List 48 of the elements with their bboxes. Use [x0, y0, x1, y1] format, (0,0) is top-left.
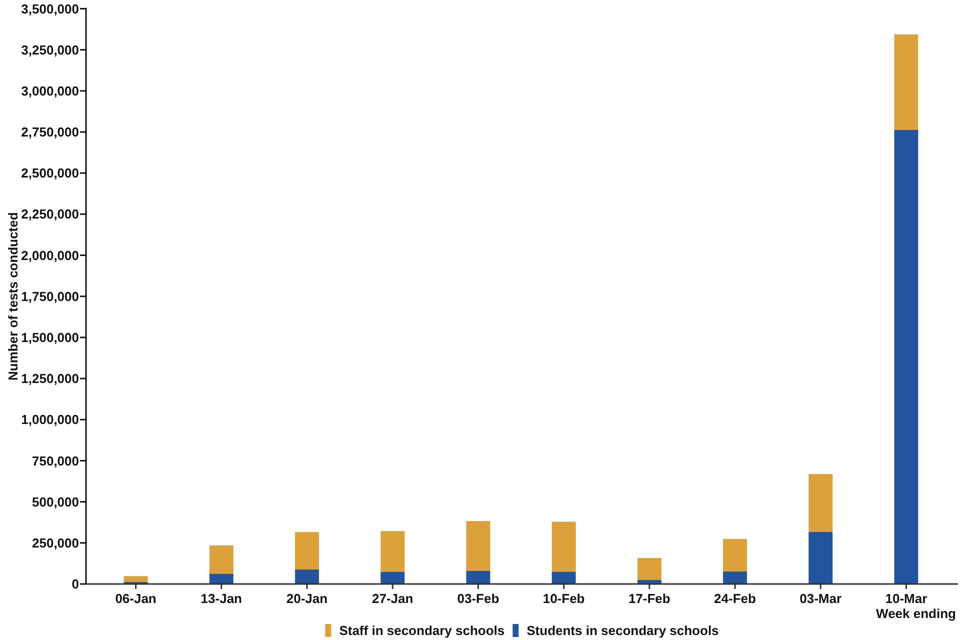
bar	[552, 572, 576, 584]
y-tick-label: 1,000,000	[21, 412, 79, 428]
bar	[552, 522, 576, 572]
bar	[466, 521, 490, 571]
x-tick-label: 27-Jan	[372, 591, 414, 606]
legend-label: Staff in secondary schools	[339, 623, 505, 638]
y-tick-label: 500,000	[32, 494, 79, 510]
y-tick-label: 1,750,000	[21, 288, 79, 304]
bar	[637, 580, 662, 584]
bar	[209, 574, 234, 584]
legend-label: Students in secondary schools	[526, 623, 719, 638]
bar	[723, 571, 747, 584]
x-tick-label: 13-Jan	[200, 591, 242, 606]
bar	[894, 34, 918, 130]
x-tick-label: 03-Mar	[800, 591, 842, 606]
x-tick-label: 17-Feb	[628, 591, 670, 606]
y-tick-label: 0	[72, 576, 79, 592]
bar	[295, 532, 319, 570]
x-tick-label: 20-Jan	[286, 591, 328, 606]
bar	[295, 569, 319, 584]
y-tick-label: 750,000	[32, 453, 79, 468]
y-tick-label: 2,000,000	[21, 248, 79, 263]
y-tick-label: 250,000	[32, 535, 79, 550]
bar	[808, 474, 833, 532]
y-tick-label: 2,500,000	[21, 166, 79, 181]
bar	[723, 538, 747, 572]
bar	[380, 572, 405, 584]
x-tick-label: 10-Mar	[885, 591, 928, 606]
bar	[637, 558, 662, 580]
y-tick-label: 2,750,000	[21, 124, 79, 140]
x-tick-label: 03-Feb	[457, 591, 500, 606]
bar	[894, 130, 918, 584]
bar	[380, 531, 405, 572]
x-tick-label: 24-Feb	[714, 591, 756, 606]
bar	[209, 545, 234, 574]
x-tick-label: 06-Jan	[115, 591, 156, 606]
bar	[124, 576, 148, 582]
y-tick-label: 3,250,000	[21, 42, 79, 58]
y-tick-label: 1,250,000	[21, 371, 79, 386]
x-tick-label: 10-Feb	[542, 591, 585, 606]
y-tick-label: 3,500,000	[21, 1, 79, 16]
x-axis-title: Week ending	[876, 606, 956, 621]
bar	[466, 570, 490, 584]
y-tick-label: 1,500,000	[21, 330, 79, 345]
y-axis-title: Number of tests conducted	[6, 212, 21, 380]
bar	[808, 532, 833, 584]
y-tick-label: 2,250,000	[21, 206, 79, 222]
y-tick-label: 3,000,000	[21, 83, 79, 98]
